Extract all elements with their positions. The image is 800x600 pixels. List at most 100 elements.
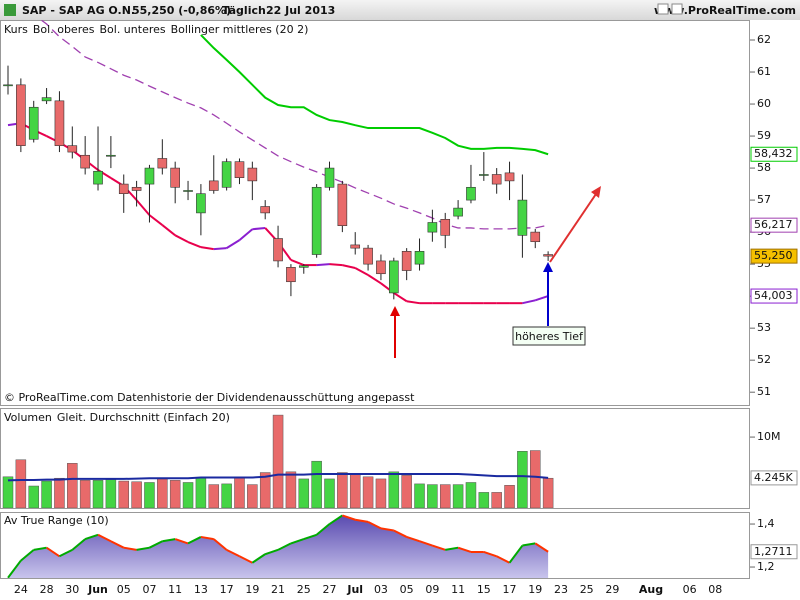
volume-bar	[41, 480, 52, 508]
x-tick-label: 28	[40, 583, 54, 596]
volume-bar	[221, 483, 232, 508]
x-tick-label: 23	[554, 583, 568, 596]
site: www.ProRealTime.com	[654, 4, 796, 17]
button[interactable]	[657, 3, 669, 15]
y-tick-label: 10M	[757, 430, 781, 443]
last-value-label: 56,217	[754, 218, 793, 231]
volume-bar	[259, 472, 271, 508]
line-segment	[445, 546, 459, 551]
candle-body	[350, 244, 361, 249]
volume-bar	[517, 451, 528, 508]
volume-bar	[272, 414, 284, 508]
candle-body	[41, 97, 52, 102]
line-segment	[328, 514, 343, 525]
volume-bar	[362, 476, 374, 508]
line-segment	[355, 518, 369, 523]
candle-body	[504, 172, 515, 182]
volume-bar	[311, 460, 322, 508]
line-segment	[534, 542, 549, 553]
x-tick-label: 27	[323, 583, 337, 596]
volume-bar	[234, 477, 245, 508]
candle-body	[324, 167, 335, 188]
candle-body	[479, 174, 489, 176]
line-segment	[367, 520, 382, 530]
y-tick-label: 1,4	[757, 517, 775, 530]
line-segment	[200, 535, 214, 541]
x-tick-label: 25	[297, 583, 311, 596]
x-tick-label: 19	[245, 583, 259, 596]
line-segment	[238, 228, 253, 241]
candle-body	[80, 154, 90, 169]
candle-body	[491, 174, 502, 185]
candle-body	[388, 260, 399, 294]
volume-bar	[375, 478, 387, 508]
candle-body	[401, 251, 412, 271]
line-segment	[7, 559, 22, 578]
candle-body	[67, 145, 78, 153]
legend-label: Kurs	[4, 23, 28, 36]
volume-bar	[337, 472, 348, 508]
band-line	[200, 34, 549, 156]
arrow	[549, 193, 597, 263]
volume-bar	[465, 482, 477, 508]
line-segment	[58, 548, 73, 558]
annotations: höheres Tief	[390, 186, 601, 358]
line-segment	[252, 226, 266, 231]
volume-bar	[79, 480, 91, 508]
candle-body	[208, 180, 219, 191]
x-tick-label: Jul	[346, 583, 363, 596]
line-segment	[393, 292, 408, 303]
volume-bar	[118, 480, 129, 508]
line-segment	[290, 259, 305, 267]
candle-body	[196, 193, 206, 214]
candle-body	[530, 231, 541, 243]
line-segment	[508, 544, 524, 564]
line-segment	[406, 300, 420, 305]
volume-bar	[169, 480, 181, 508]
line-segment	[33, 546, 47, 551]
last-value-label: 54,003	[754, 289, 793, 302]
header-bar	[0, 0, 800, 20]
last-value-box	[750, 544, 798, 560]
line-segment	[483, 551, 497, 558]
candle-body	[414, 251, 425, 265]
y-tick-label: 59	[757, 129, 771, 142]
volume-bar	[427, 484, 438, 508]
candle-body	[337, 183, 348, 227]
button[interactable]	[671, 3, 683, 15]
line-segment	[457, 546, 472, 553]
volume-bar	[324, 478, 335, 508]
x-tick-label: 07	[142, 583, 156, 596]
candle-body	[517, 199, 528, 236]
candle-body	[54, 100, 65, 146]
volume-bar	[2, 476, 14, 508]
volume-bar	[388, 471, 400, 508]
window-buttons[interactable]	[657, 3, 683, 15]
volume-bar	[530, 450, 541, 508]
line-segment	[110, 540, 125, 549]
period: Täglich	[222, 4, 266, 17]
line-segment	[136, 546, 150, 551]
line-segment	[303, 533, 317, 541]
atr-plot	[7, 514, 549, 578]
line-segment	[264, 548, 279, 556]
volume-bar	[105, 479, 117, 508]
line-segment	[354, 267, 369, 276]
candle-body	[131, 186, 142, 191]
volume-bar	[157, 478, 168, 508]
line-segment	[97, 533, 112, 543]
line-segment	[432, 544, 446, 551]
line-segment	[149, 540, 163, 549]
candle-body	[170, 167, 180, 188]
note: © ProRealTime.com Datenhistorie der Divi…	[4, 391, 415, 404]
line-segment	[496, 555, 510, 564]
volume-bar	[131, 481, 142, 508]
x-tick-label: Aug	[639, 583, 663, 596]
arrowhead	[543, 262, 553, 272]
candle-body	[273, 238, 283, 262]
x-tick-label: 19	[528, 583, 542, 596]
legend-label: Volumen	[4, 411, 52, 424]
line-segment	[226, 239, 241, 249]
x-tick-label: 11	[168, 583, 182, 596]
line-segment	[380, 527, 394, 532]
